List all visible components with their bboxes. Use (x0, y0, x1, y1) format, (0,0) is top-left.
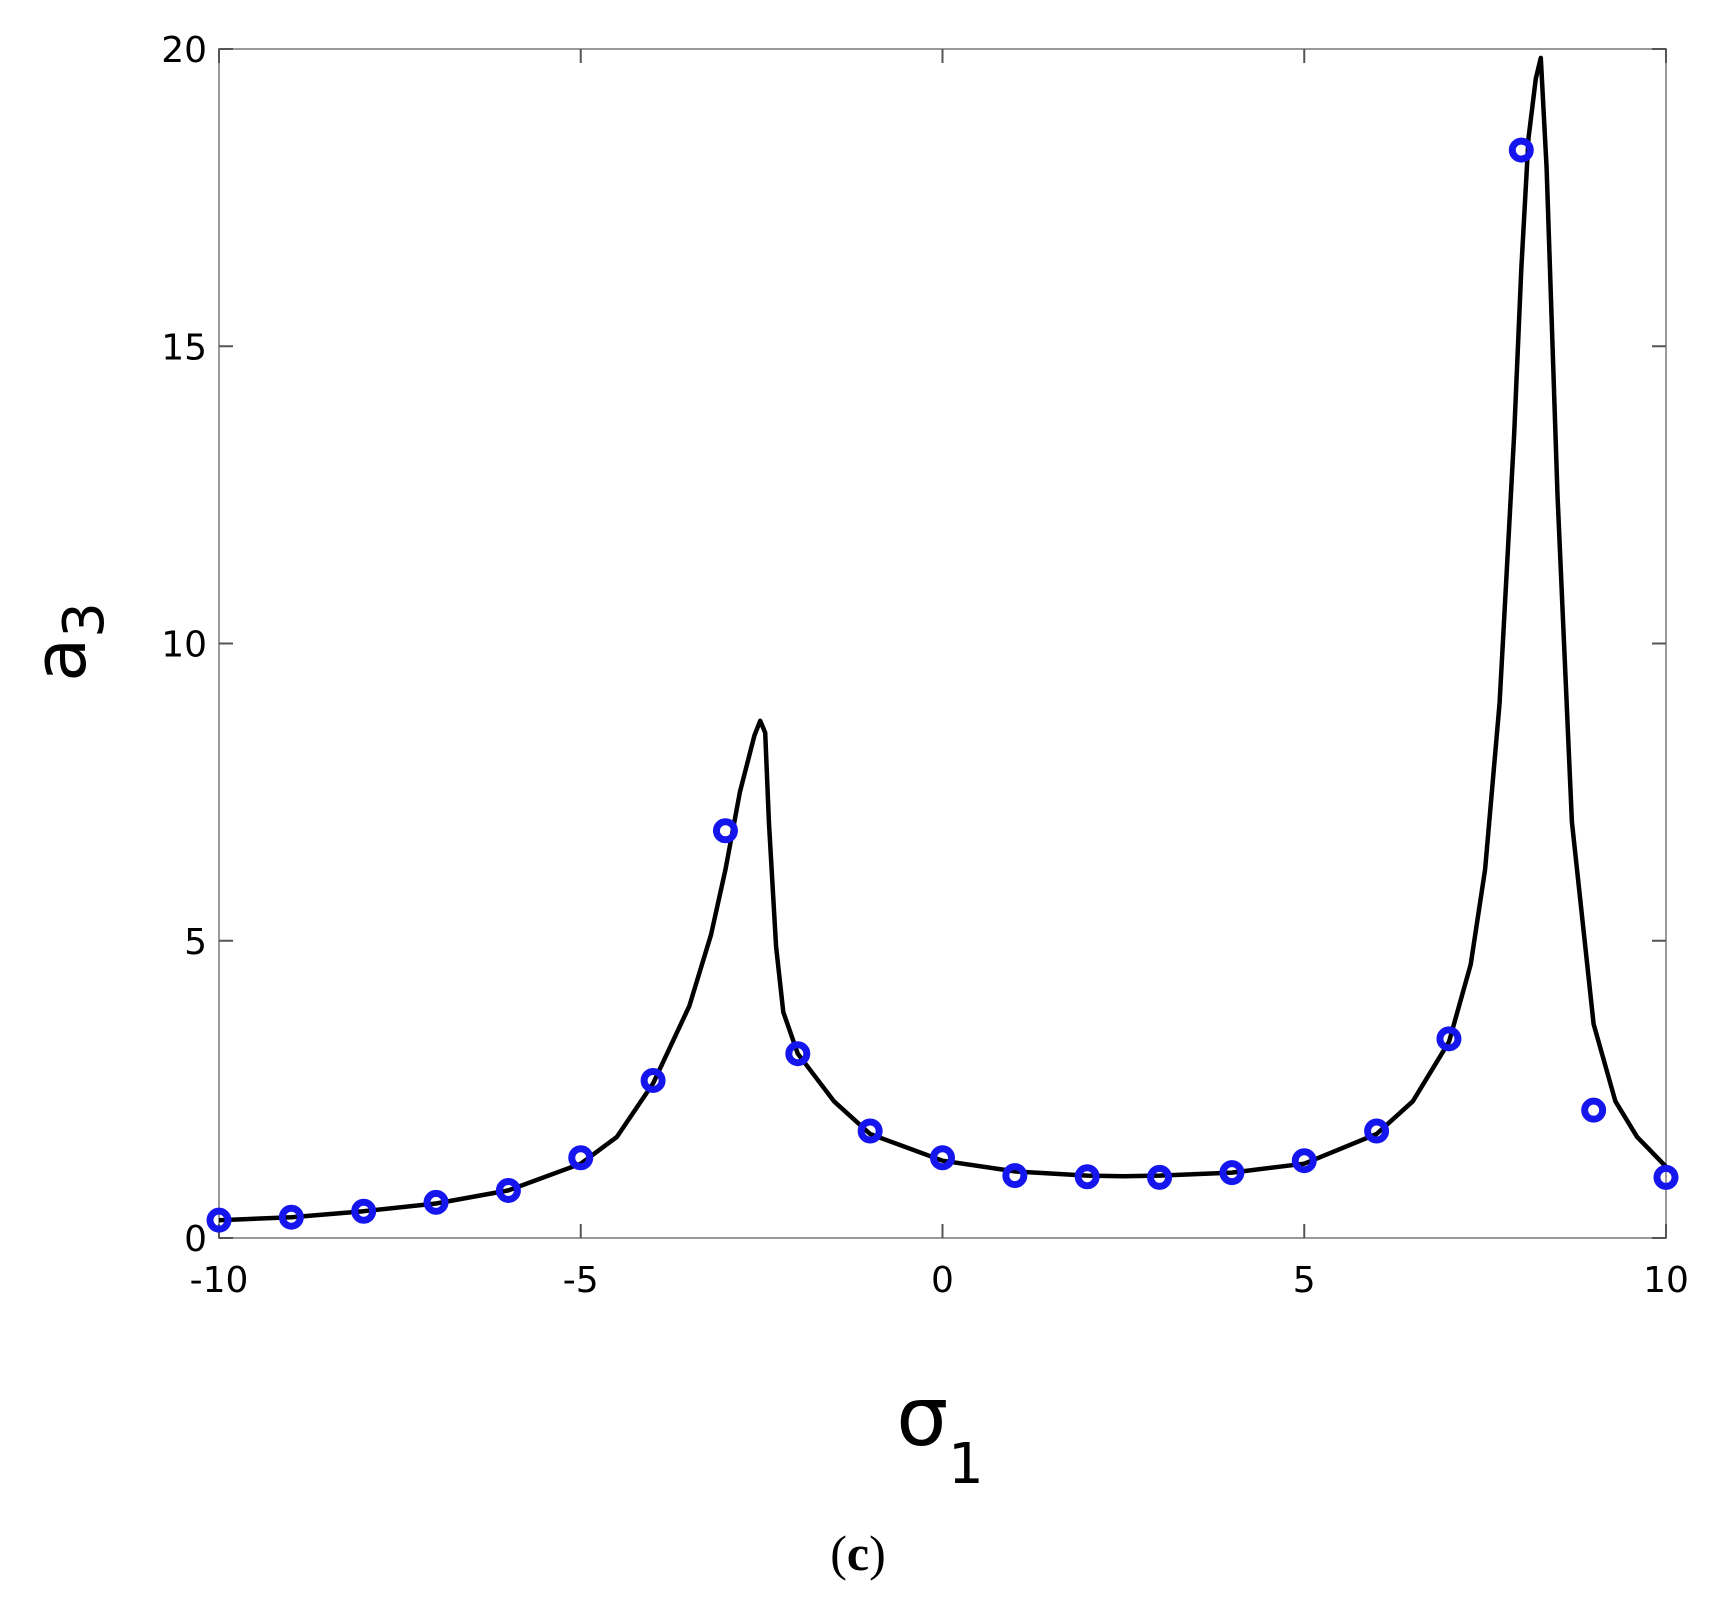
data-marker (785, 1041, 811, 1067)
y-axis-label: a3 (18, 602, 117, 682)
panel-label-letter: c (847, 1525, 869, 1581)
axis-ticks (218, 48, 1667, 1239)
data-marker (1508, 137, 1534, 163)
y-axis-label-sub: 3 (52, 602, 117, 638)
y-axis-label-main: a (18, 638, 102, 682)
data-marker (1653, 1164, 1679, 1190)
axis-tick-labels: -10 -5 0 5 10 0 5 10 15 20 (161, 30, 1689, 1301)
y-tick-label: 5 (184, 922, 207, 963)
data-marker (495, 1177, 521, 1203)
data-marker (857, 1118, 883, 1144)
plot-area (218, 48, 1667, 1239)
data-marker (1436, 1026, 1462, 1052)
data-marker (1147, 1164, 1173, 1190)
panel-label: (c) (830, 1525, 886, 1581)
x-tick-label: 5 (1293, 1260, 1316, 1301)
data-marker (568, 1145, 594, 1171)
y-tick-label: 0 (184, 1219, 207, 1260)
x-tick-label: 10 (1643, 1260, 1689, 1301)
data-marker (206, 1207, 232, 1233)
x-tick-label: -10 (190, 1260, 249, 1301)
x-axis-label-main: σ (896, 1370, 948, 1465)
data-marker (1364, 1118, 1390, 1144)
y-tick-label: 10 (161, 625, 207, 666)
data-marker (351, 1198, 377, 1224)
x-axis-label: σ1 (896, 1370, 984, 1497)
data-marker (1002, 1163, 1028, 1189)
y-tick-label: 15 (161, 327, 207, 368)
x-axis-label-sub: 1 (948, 1432, 984, 1497)
y-tick-label: 20 (161, 30, 207, 71)
x-tick-label: 0 (931, 1260, 954, 1301)
data-marker (1581, 1097, 1607, 1123)
panel-label-close: ) (869, 1525, 886, 1581)
data-marker (1291, 1148, 1317, 1174)
response-curve (218, 55, 1668, 1223)
data-marker (423, 1189, 449, 1215)
data-marker (640, 1067, 666, 1093)
x-tick-label: -5 (563, 1260, 599, 1301)
data-marker (930, 1145, 955, 1171)
panel-label-open: ( (830, 1525, 847, 1581)
marker-series (206, 137, 1679, 1233)
data-marker (712, 818, 738, 844)
data-marker (1219, 1160, 1245, 1186)
data-marker (278, 1204, 304, 1230)
data-marker (1074, 1164, 1100, 1190)
